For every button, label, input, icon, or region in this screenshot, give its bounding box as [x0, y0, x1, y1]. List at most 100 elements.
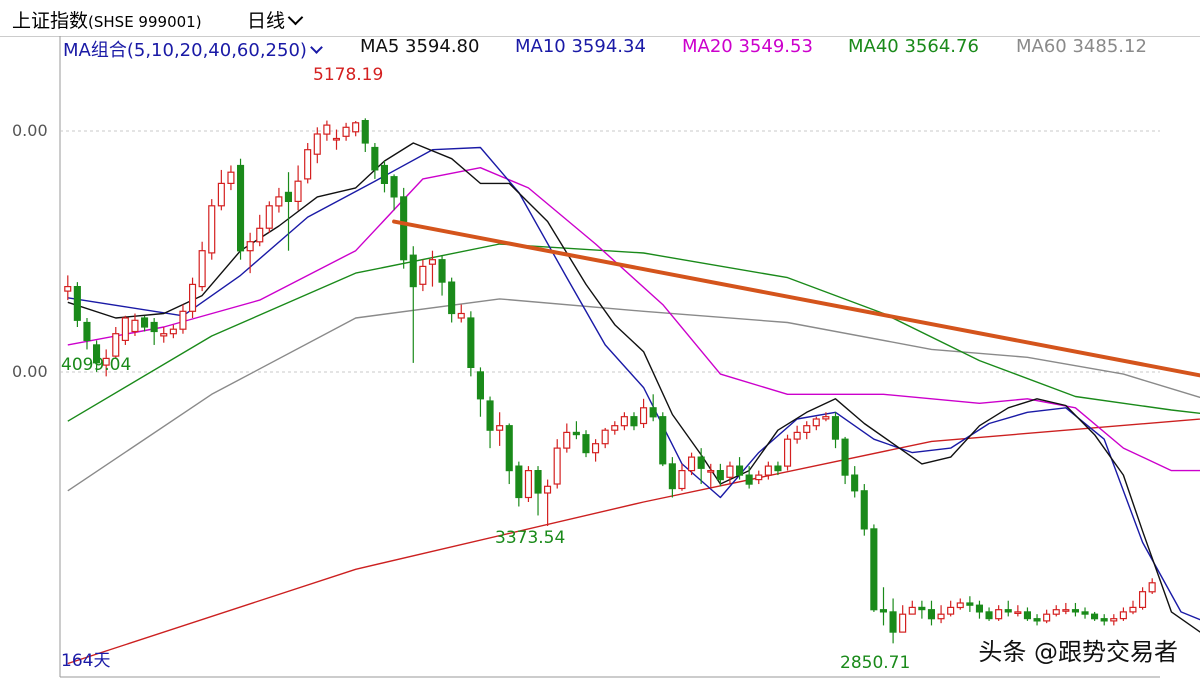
candle	[131, 313, 139, 336]
candle-body-down	[141, 317, 149, 328]
candle-body-up	[102, 357, 110, 366]
candle-body-up	[189, 283, 197, 312]
candle	[716, 463, 724, 487]
candle	[620, 412, 628, 431]
candle	[927, 600, 936, 626]
candle-body-down	[918, 606, 926, 611]
candle-body-up	[639, 407, 648, 425]
candle-body-down	[927, 609, 936, 620]
candle	[879, 587, 888, 626]
candle-body-up	[563, 431, 571, 449]
candle	[112, 326, 120, 359]
candle-body-up	[1110, 618, 1118, 622]
candle	[985, 607, 993, 621]
candle	[141, 315, 149, 332]
candle	[812, 416, 820, 431]
candle	[678, 463, 686, 491]
candle	[870, 524, 878, 612]
period-selector[interactable]: 日线	[247, 6, 304, 33]
candle-body-up	[323, 124, 331, 135]
candle	[937, 605, 945, 624]
candle	[246, 232, 254, 274]
candle	[851, 466, 859, 498]
low-label-2: 2850.71	[840, 653, 910, 673]
candle-body-down	[975, 604, 984, 613]
candle-body-down	[476, 371, 485, 400]
candle	[92, 340, 101, 372]
candle	[496, 412, 504, 446]
candle-body-up	[908, 606, 916, 615]
candle-body-up	[755, 474, 763, 481]
candle-body-up	[428, 259, 437, 265]
candle	[73, 282, 81, 327]
legend-ma10: MA10 3594.34	[515, 36, 646, 57]
y-tick-lower: 0.00	[12, 362, 48, 381]
candle	[822, 412, 830, 422]
candle	[563, 423, 571, 453]
candle-body-up	[457, 312, 465, 319]
candle	[294, 165, 302, 211]
ma250-line	[67, 418, 1200, 665]
candle	[515, 461, 523, 507]
candle	[313, 127, 321, 164]
candle	[908, 600, 916, 615]
period-label: 日线	[247, 10, 286, 32]
candle-body-down	[774, 465, 782, 472]
candle-body-down	[1100, 618, 1108, 622]
candle-body-down	[390, 176, 398, 198]
candle	[726, 461, 734, 485]
candle	[486, 396, 494, 449]
candle	[1100, 614, 1108, 626]
candle	[591, 439, 600, 462]
candle	[121, 315, 129, 345]
candle-body-down	[831, 416, 840, 440]
candle	[390, 174, 398, 211]
candle	[457, 304, 465, 323]
candle-body-up	[899, 613, 907, 633]
candle	[1081, 607, 1089, 619]
candle-body-up	[496, 425, 504, 431]
candle-body-up	[611, 425, 619, 431]
candle	[649, 394, 657, 422]
legend-ma20: MA20 3549.53	[682, 36, 813, 57]
candle-body-down	[668, 463, 676, 490]
candle	[697, 448, 705, 485]
candle-body-up	[937, 613, 945, 620]
y-tick-upper: 0.00	[12, 121, 48, 140]
trend-arrow	[392, 219, 1200, 378]
candle-body-down	[73, 286, 81, 321]
candle-body-up	[793, 431, 801, 440]
candle-body-down	[1090, 613, 1099, 620]
candle-body-down	[649, 407, 657, 418]
candle-body-up	[1148, 582, 1156, 593]
ma5-line	[67, 142, 1200, 633]
candle	[1043, 609, 1051, 624]
candle	[83, 318, 91, 350]
candle	[189, 277, 197, 319]
candle-body-up	[822, 416, 830, 420]
legend-ma5: MA5 3594.80	[360, 36, 480, 57]
candle-body-down	[985, 611, 993, 620]
candle-body-up	[678, 470, 686, 490]
candle-body-up	[217, 182, 225, 207]
chevron-down-icon	[310, 41, 323, 54]
candle	[918, 600, 926, 619]
candle-body-up	[620, 416, 628, 427]
candle	[438, 255, 446, 296]
candle	[1129, 600, 1137, 615]
candle-body-up	[726, 465, 734, 478]
candle	[639, 398, 648, 428]
ma60-line	[67, 298, 1200, 492]
candle	[975, 600, 984, 619]
ma-combo-selector[interactable]: MA组合(5,10,20,40,60,250)	[63, 36, 323, 61]
chevron-down-icon	[287, 9, 304, 26]
candle-body-down	[534, 470, 542, 494]
candle	[755, 470, 763, 485]
candle-body-up	[275, 196, 283, 207]
candle	[803, 421, 811, 440]
candle	[1052, 605, 1060, 617]
candle-body-down	[448, 281, 456, 315]
candle-body-down	[697, 456, 705, 469]
candle-body-down	[745, 474, 753, 485]
candle-body-up	[956, 602, 964, 609]
